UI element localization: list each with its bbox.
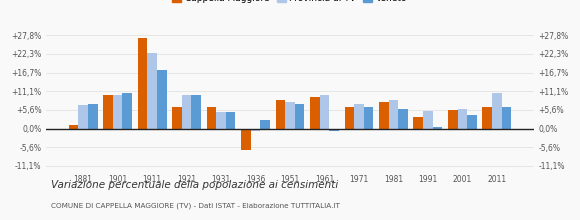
- Bar: [147, 53, 157, 129]
- Bar: [137, 38, 147, 129]
- Text: Variazione percentuale della popolazione ai censimenti: Variazione percentuale della popolazione…: [51, 180, 339, 191]
- Bar: [241, 129, 251, 150]
- Bar: [345, 107, 354, 129]
- Bar: [379, 102, 389, 129]
- Bar: [433, 127, 443, 129]
- Bar: [310, 97, 320, 129]
- Bar: [398, 109, 408, 129]
- Bar: [285, 102, 295, 129]
- Bar: [414, 117, 423, 129]
- Bar: [226, 112, 235, 129]
- Bar: [276, 100, 285, 129]
- Bar: [68, 125, 78, 129]
- Bar: [458, 108, 467, 129]
- Bar: [157, 70, 166, 129]
- Bar: [423, 111, 433, 129]
- Bar: [260, 120, 270, 129]
- Legend: Cappella Maggiore, Provincia di TV, Veneto: Cappella Maggiore, Provincia di TV, Vene…: [169, 0, 411, 7]
- Bar: [88, 103, 97, 129]
- Bar: [320, 95, 329, 129]
- Bar: [206, 107, 216, 129]
- Bar: [448, 110, 458, 129]
- Bar: [329, 129, 339, 131]
- Bar: [251, 129, 260, 131]
- Bar: [216, 112, 226, 129]
- Bar: [389, 100, 398, 129]
- Bar: [502, 107, 512, 129]
- Bar: [122, 94, 132, 129]
- Text: COMUNE DI CAPPELLA MAGGIORE (TV) - Dati ISTAT - Elaborazione TUTTITALIA.IT: COMUNE DI CAPPELLA MAGGIORE (TV) - Dati …: [51, 203, 340, 209]
- Bar: [182, 95, 191, 129]
- Bar: [364, 107, 374, 129]
- Bar: [492, 94, 502, 129]
- Bar: [113, 95, 122, 129]
- Bar: [295, 103, 304, 129]
- Bar: [191, 95, 201, 129]
- Bar: [467, 115, 477, 129]
- Bar: [78, 105, 88, 129]
- Bar: [103, 95, 113, 129]
- Bar: [354, 103, 364, 129]
- Bar: [483, 107, 492, 129]
- Bar: [172, 107, 182, 129]
